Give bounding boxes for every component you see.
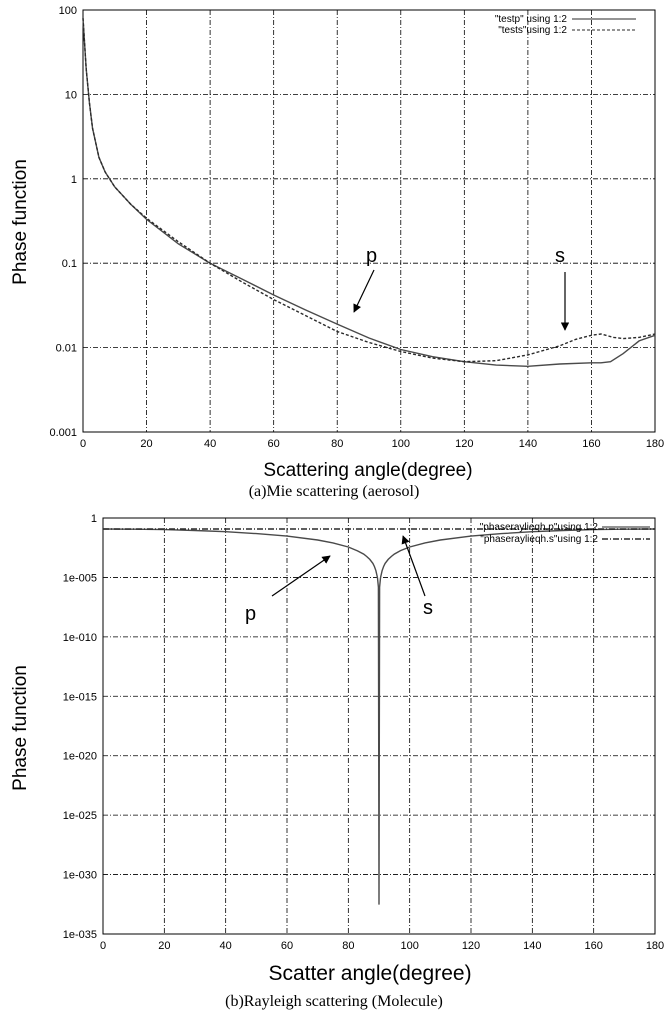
chart-b-x-tick-label: 100 — [400, 940, 418, 952]
chart-a-x-tick-label: 120 — [455, 438, 473, 450]
chart-b-x-tick-label: 40 — [220, 940, 232, 952]
chart-b-arrow-p — [271, 555, 331, 597]
chart-a-x-tick-label: 40 — [204, 438, 216, 450]
chart-a-x-tick-label: 80 — [331, 438, 343, 450]
chart-b-rayleigh-scattering: 0 20 40 60 80 100 120 140 160 180 1e-035 1e-030 1e-… — [10, 513, 664, 1010]
chart-b-y-tick-label: 1e-025 — [63, 810, 97, 822]
chart-a-x-axis-label: Scattering angle(degree) — [263, 460, 472, 481]
chart-a-y-tick-label: 100 — [59, 5, 77, 17]
chart-b-x-tick-label: 20 — [158, 940, 170, 952]
chart-b-legend-entry-p: "phaseraylieqh.p"using 1:2 — [480, 522, 599, 533]
chart-b-y-tick-label: 1 — [91, 513, 97, 525]
chart-a-y-tick-label: 10 — [65, 89, 77, 101]
chart-b-annotation-s: s — [423, 597, 433, 619]
chart-a-mie-scattering: 0 20 40 60 80 100 120 140 160 180 0.001 0.01 0.1 1 10… — [10, 5, 664, 500]
chart-b-caption: (b)Rayleigh scattering (Molecule) — [225, 993, 443, 1010]
chart-b-x-tick-label: 60 — [281, 940, 293, 952]
chart-b-y-tick-label: 1e-015 — [63, 691, 97, 703]
chart-b-x-tick-label: 120 — [462, 940, 480, 952]
chart-a-y-tick-label: 0.1 — [62, 258, 77, 270]
chart-b-y-axis-label: Phase function — [10, 665, 31, 791]
chart-a-x-tick-label: 20 — [140, 438, 152, 450]
chart-a-x-tick-label: 100 — [392, 438, 410, 450]
chart-a-x-tick-label: 0 — [80, 438, 86, 450]
chart-b-y-tick-label: 1e-005 — [63, 572, 97, 584]
chart-a-y-tick-label: 0.001 — [49, 427, 77, 439]
chart-b-annotation-p: p — [245, 603, 256, 625]
chart-b-plot-frame — [102, 517, 656, 935]
chart-a-x-tick-label: 180 — [646, 438, 664, 450]
chart-a-y-tick-label: 1 — [71, 174, 77, 186]
chart-b-x-tick-label: 0 — [100, 940, 106, 952]
chart-a-annotation-s: s — [555, 245, 565, 267]
chart-a-series-p-line — [82, 18, 656, 368]
chart-a-caption: (a)Mie scattering (aerosol) — [249, 483, 420, 500]
chart-b-x-axis-label: Scatter angle(degree) — [268, 962, 471, 985]
chart-b-y-tick-label: 1e-020 — [63, 751, 97, 763]
chart-a-legend-entry-testp: "testp" using 1:2 — [495, 14, 568, 25]
chart-b-series-p-line — [102, 528, 656, 905]
chart-b-x-tick-label: 160 — [584, 940, 602, 952]
chart-a-y-tick-label: 0.01 — [56, 343, 77, 355]
chart-b-y-tick-label: 1e-030 — [63, 870, 97, 882]
chart-a-x-tick-label: 60 — [268, 438, 280, 450]
chart-b-legend-entry-s: "phaseraylieqh.s"using 1:2 — [480, 534, 598, 545]
chart-b-x-tick-label: 80 — [342, 940, 354, 952]
chart-a-y-axis-label: Phase function — [10, 159, 31, 285]
chart-b-legend: "phaseraylieqh.p"using 1:2 "phaseraylieq… — [480, 522, 650, 545]
chart-a-x-tick-label: 140 — [519, 438, 537, 450]
chart-a-arrow-p — [353, 269, 375, 313]
chart-a-legend: "testp" using 1:2 "tests"using 1:2 — [495, 14, 636, 36]
chart-a-legend-entry-tests: "tests"using 1:2 — [498, 25, 567, 36]
chart-b-arrow-s — [401, 535, 426, 597]
chart-b-x-tick-label: 180 — [646, 940, 664, 952]
chart-a-series-s-line — [82, 18, 656, 363]
chart-b-x-tick-label: 140 — [523, 940, 541, 952]
chart-b-y-tick-label: 1e-010 — [63, 632, 97, 644]
chart-a-x-tick-label: 160 — [582, 438, 600, 450]
chart-a-annotation-p: p — [366, 245, 377, 267]
chart-b-y-tick-label: 1e-035 — [63, 929, 97, 941]
chart-a-plot-frame — [82, 9, 656, 433]
